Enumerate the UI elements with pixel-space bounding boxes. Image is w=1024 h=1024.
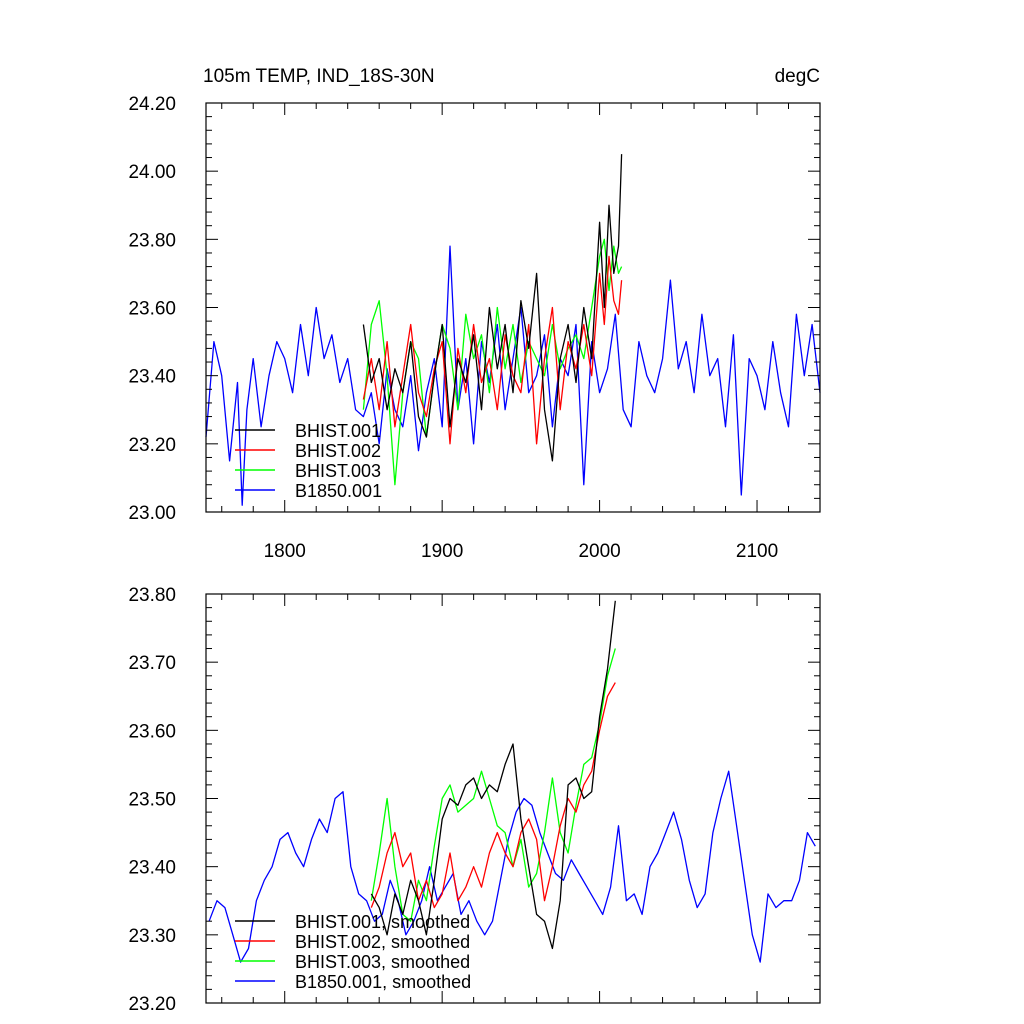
bottom-series-line (370, 600, 616, 950)
bottom-legend-label: BHIST.003, smoothed (295, 952, 470, 972)
top-y-tick-label: 23.60 (128, 299, 176, 320)
bottom-legend-label: BHIST.001, smoothed (295, 912, 470, 932)
bottom-panel: 23.20 23.30 23.40 23.50 23.60 23.70 23.80 BHIS… (128, 585, 821, 1015)
bottom-legend-label: B1850.001, smoothed (295, 972, 471, 992)
top-x-tick-label: 2000 (578, 541, 620, 562)
bottom-y-tick-label: 23.50 (128, 790, 176, 811)
bottom-y-tick-label: 23.20 (128, 994, 176, 1015)
top-legend-label: BHIST.003 (295, 461, 381, 481)
top-x-tick-label: 2100 (736, 541, 778, 562)
bottom-y-tick-label: 23.30 (128, 926, 176, 947)
bottom-y-tick-label: 23.80 (128, 585, 176, 606)
bottom-y-tick-label: 23.40 (128, 858, 176, 879)
top-y-tick-label: 23.40 (128, 367, 176, 388)
bottom-y-tick-label: 23.70 (128, 653, 176, 674)
top-x-tick-label: 1800 (264, 541, 306, 562)
top-y-tick-label: 23.20 (128, 435, 176, 456)
top-legend-label: B1850.001 (295, 481, 382, 501)
top-x-tick-label: 1900 (421, 541, 463, 562)
top-series-line (362, 238, 623, 486)
top-y-tick-label: 23.80 (128, 230, 176, 251)
top-y-tick-label: 23.00 (128, 503, 176, 524)
chart-title: 105m TEMP, IND_18S-30N (203, 66, 435, 87)
top-panel: 23.00 23.20 23.40 23.60 23.80 24.00 24.20 1800 1… (128, 94, 821, 562)
bottom-series-line (208, 770, 816, 963)
bottom-series-line (370, 648, 616, 922)
bottom-legend-label: BHIST.002, smoothed (295, 932, 470, 952)
top-series-line (362, 255, 623, 445)
top-legend-label: BHIST.002 (295, 441, 381, 461)
top-series-line (362, 154, 623, 462)
bottom-y-tick-label: 23.60 (128, 721, 176, 742)
top-y-tick-label: 24.00 (128, 162, 176, 183)
top-series-line (205, 245, 821, 506)
bottom-series-line (370, 682, 616, 909)
bottom-plot-area (208, 600, 816, 963)
top-legend-label: BHIST.001 (295, 421, 381, 441)
top-plot-area (205, 154, 821, 506)
top-y-tick-label: 24.20 (128, 94, 176, 115)
units-label: degC (775, 66, 820, 87)
